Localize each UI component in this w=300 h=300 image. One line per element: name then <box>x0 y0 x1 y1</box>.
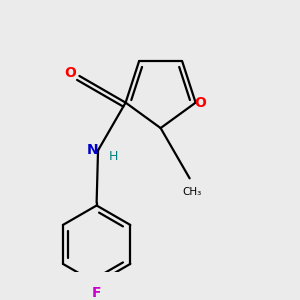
Text: F: F <box>92 286 101 300</box>
Text: O: O <box>64 66 76 80</box>
Text: CH₃: CH₃ <box>182 187 201 197</box>
Text: O: O <box>195 96 206 110</box>
Text: N: N <box>87 143 98 158</box>
Text: H: H <box>109 149 118 163</box>
